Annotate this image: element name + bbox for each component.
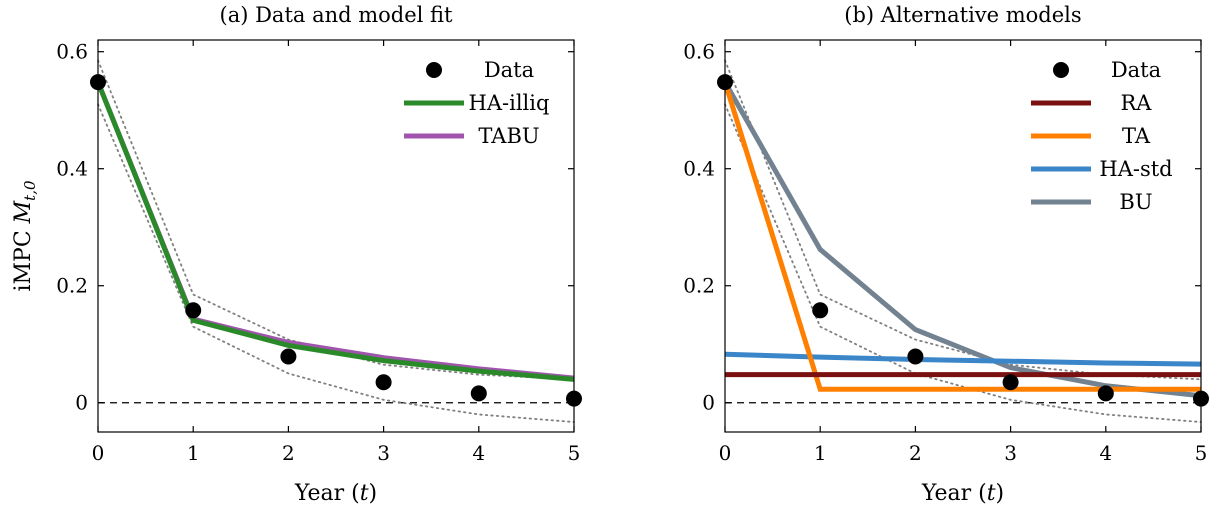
y-tick-label: 0.2 [56, 274, 88, 298]
y-tick-label: 0.6 [683, 40, 715, 64]
legend-entry: TABU [404, 124, 540, 148]
x-axis-label: Year (t) [294, 481, 377, 506]
x-tick-label: 2 [282, 441, 295, 465]
legend-label: TA [1122, 124, 1151, 148]
x-axis-label: Year (t) [921, 481, 1004, 506]
confidence-lower [724, 103, 1202, 423]
x-tick-label: 3 [1004, 441, 1017, 465]
legend-label: Data [1111, 58, 1161, 82]
legend-label: TABU [478, 124, 539, 148]
data-point [1097, 385, 1114, 402]
x-tick-label: 5 [568, 441, 581, 465]
x-tick-label: 1 [187, 441, 200, 465]
legend-entry: RA [1031, 91, 1152, 115]
legend-entry: BU [1031, 190, 1153, 214]
legend-entry: HA-std [1031, 157, 1173, 181]
x-tick-label: 4 [472, 441, 485, 465]
data-point [185, 302, 202, 319]
x-tick-label: 0 [92, 441, 105, 465]
x-tick-label: 0 [719, 441, 732, 465]
confidence-lower [97, 103, 575, 423]
legend-label: HA-illiq [469, 91, 550, 115]
legend-label: BU [1119, 190, 1152, 214]
series-line-ta [722, 81, 1201, 392]
panel-b: (b) Alternative models 0 1 2 3 4 5 0 0.2 0.4 0.6 Ye… [683, 3, 1209, 506]
x-tick-label: 3 [377, 441, 390, 465]
data-point [812, 302, 829, 319]
y-axis-label: iMPC Mt,0 [11, 180, 39, 292]
y-tick-label: 0 [75, 391, 88, 415]
legend-entry: TA [1031, 124, 1151, 148]
legend-label: Data [484, 58, 534, 82]
y-tick-label: 0.2 [683, 274, 715, 298]
legend-entry: HA-illiq [404, 91, 549, 115]
panel-a: (a) Data and model fit 0 1 2 3 4 5 0 0.2 0.4 0.6 Ye… [11, 3, 582, 506]
data-point [470, 385, 487, 402]
y-tick-label: 0 [702, 391, 715, 415]
legend-entry: Data [426, 58, 534, 82]
x-tick-label: 2 [909, 441, 922, 465]
series-line-ha-std [724, 351, 1202, 367]
x-tick-label: 4 [1099, 441, 1112, 465]
data-point [1002, 374, 1019, 391]
chart-title: (a) Data and model fit [220, 3, 454, 27]
series-line-ha-illiq [95, 81, 575, 382]
axes-frame [724, 39, 1202, 433]
y-tick-label: 0.4 [683, 157, 715, 181]
legend: Data HA-illiq TABU [404, 58, 549, 148]
legend: Data RA TA HA-std BU [1031, 58, 1173, 214]
legend-label: RA [1121, 91, 1153, 115]
data-point [907, 348, 924, 365]
legend-entry: Data [1053, 58, 1161, 82]
axes-frame [97, 39, 575, 433]
y-tick-label: 0.4 [56, 157, 88, 181]
data-point [280, 348, 297, 365]
y-tick-label: 0.6 [56, 40, 88, 64]
legend-symbol-dot [426, 62, 442, 78]
data-point [375, 374, 392, 391]
chart-title: (b) Alternative models [844, 3, 1081, 27]
x-tick-label: 5 [1195, 441, 1208, 465]
legend-symbol-dot [1053, 62, 1069, 78]
x-tick-label: 1 [814, 441, 827, 465]
legend-label: HA-std [1099, 157, 1172, 181]
